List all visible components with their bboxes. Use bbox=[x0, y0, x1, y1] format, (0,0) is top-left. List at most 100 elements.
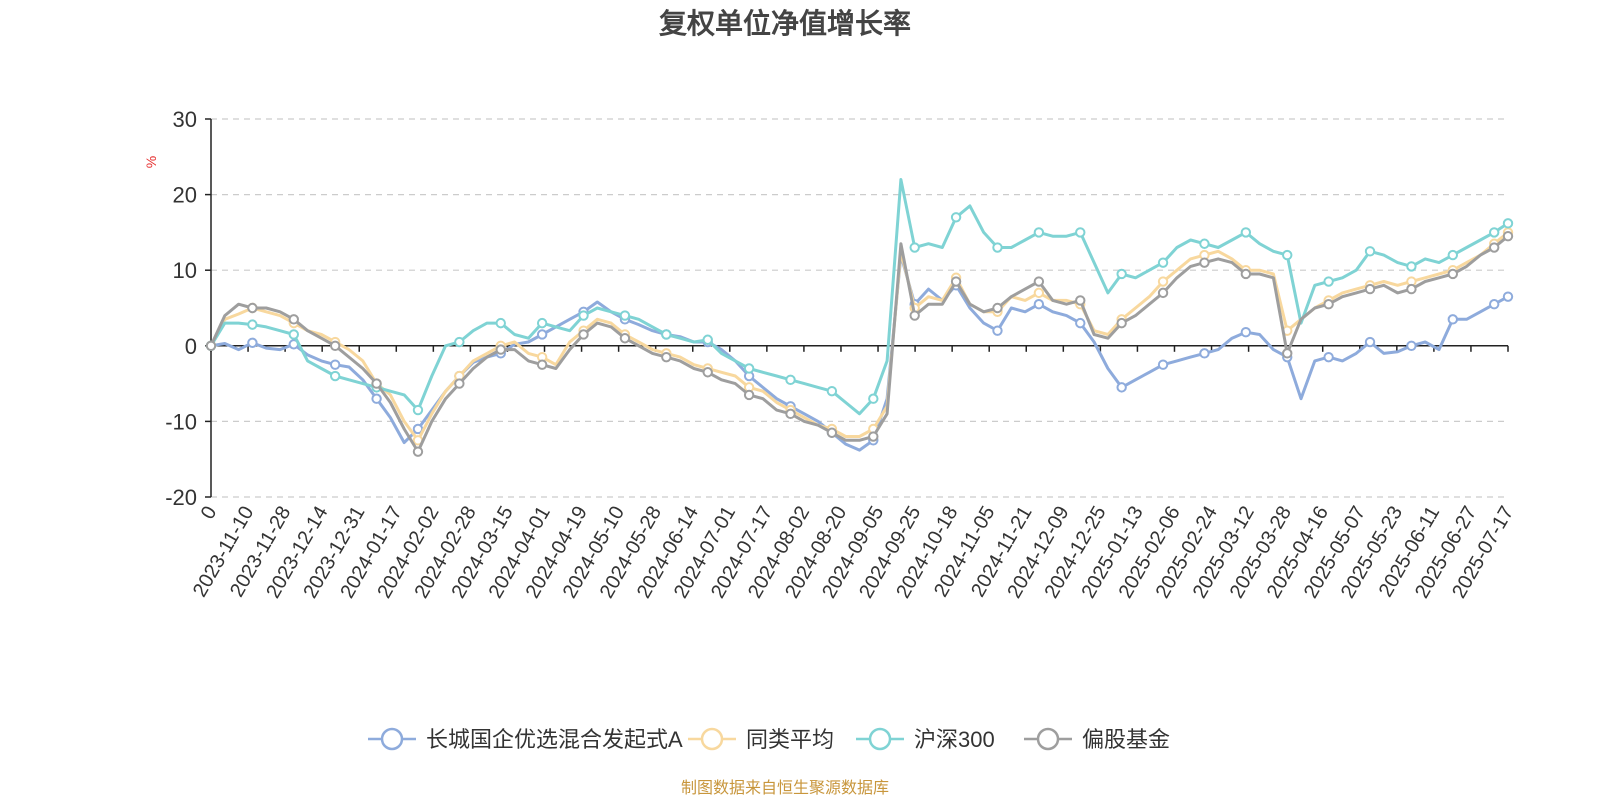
data-point bbox=[909, 310, 920, 321]
series-line-1 bbox=[210, 253, 1509, 452]
data-point bbox=[1406, 340, 1417, 351]
chart-title: 复权单位净值增长率 bbox=[659, 7, 911, 39]
data-point bbox=[1240, 326, 1252, 338]
data-point bbox=[578, 329, 589, 340]
x-tick-label: 0 bbox=[197, 503, 222, 524]
data-point bbox=[454, 336, 465, 348]
data-point bbox=[412, 446, 424, 457]
data-point bbox=[1157, 287, 1169, 299]
data-point bbox=[536, 329, 548, 340]
data-point bbox=[1075, 317, 1086, 329]
data-point bbox=[826, 385, 838, 397]
data-point bbox=[1447, 314, 1459, 325]
y-tick-label: 20 bbox=[173, 183, 197, 208]
data-point bbox=[495, 317, 506, 329]
data-point bbox=[288, 314, 299, 325]
data-point bbox=[1199, 257, 1210, 268]
data-point bbox=[1406, 261, 1417, 272]
data-point bbox=[247, 302, 258, 314]
data-source-note: 制图数据来自恒生聚源数据库 bbox=[681, 779, 889, 797]
data-point bbox=[1240, 227, 1252, 238]
data-point bbox=[1075, 295, 1086, 306]
data-point bbox=[371, 393, 382, 404]
legend-item-4[interactable]: 偏股基金 bbox=[1024, 727, 1170, 752]
data-point bbox=[329, 370, 341, 382]
data-point bbox=[371, 378, 382, 389]
y-tick-label: 10 bbox=[173, 258, 197, 283]
data-point bbox=[205, 340, 217, 351]
legend-item-3[interactable]: 沪深300 bbox=[856, 727, 995, 752]
series-lines bbox=[205, 178, 1514, 457]
data-point bbox=[868, 393, 879, 404]
data-point bbox=[1406, 283, 1417, 295]
data-point bbox=[992, 302, 1003, 314]
data-point bbox=[412, 423, 424, 435]
data-point bbox=[661, 351, 672, 363]
data-point bbox=[661, 329, 672, 340]
data-point bbox=[1199, 238, 1210, 249]
y-tick-label: 0 bbox=[185, 334, 197, 359]
data-point bbox=[1489, 242, 1500, 253]
data-point bbox=[1502, 218, 1514, 229]
data-point bbox=[1364, 283, 1376, 295]
data-point bbox=[1116, 268, 1127, 280]
y-tick-label: -20 bbox=[165, 485, 197, 510]
data-point bbox=[1447, 268, 1459, 280]
legend-label: 沪深300 bbox=[914, 727, 995, 752]
legend-label: 偏股基金 bbox=[1082, 727, 1170, 752]
data-point bbox=[992, 325, 1003, 336]
data-point bbox=[1033, 299, 1045, 310]
legend-label: 长城国企优选混合发起式A bbox=[426, 727, 683, 752]
data-point bbox=[1323, 351, 1334, 363]
y-tick-label: -10 bbox=[165, 409, 197, 434]
axes: -20-10010203002023-11-102023-11-282023-1… bbox=[165, 107, 1518, 602]
data-point bbox=[1075, 227, 1086, 238]
data-point bbox=[1282, 249, 1293, 261]
legend[interactable]: 长城国企优选混合发起式A 同类平均 沪深300 偏股基金 bbox=[368, 727, 1170, 752]
data-point bbox=[992, 242, 1003, 253]
data-point bbox=[247, 337, 258, 348]
data-point bbox=[785, 374, 796, 386]
series-line-2 bbox=[209, 231, 1509, 442]
data-point bbox=[950, 212, 962, 223]
series-line-4 bbox=[209, 235, 1509, 454]
data-point bbox=[1116, 382, 1127, 393]
data-point bbox=[1033, 276, 1045, 287]
data-point bbox=[1157, 257, 1169, 268]
data-point bbox=[702, 334, 713, 345]
data-point bbox=[454, 378, 465, 389]
data-point bbox=[536, 317, 548, 329]
data-point bbox=[1116, 317, 1127, 329]
data-point bbox=[950, 276, 962, 287]
y-tick-label: 30 bbox=[173, 107, 197, 132]
data-point bbox=[247, 319, 258, 330]
data-point bbox=[826, 427, 838, 438]
data-point bbox=[578, 310, 589, 321]
y-axis-unit: % bbox=[143, 156, 159, 168]
data-point bbox=[1282, 348, 1293, 359]
data-point bbox=[743, 363, 755, 374]
data-point bbox=[1033, 287, 1045, 299]
data-point bbox=[1489, 299, 1500, 310]
data-point bbox=[329, 340, 341, 351]
data-point bbox=[1323, 276, 1334, 287]
legend-item-2[interactable]: 同类平均 bbox=[688, 727, 834, 752]
data-point bbox=[1157, 276, 1169, 287]
data-point bbox=[702, 367, 713, 378]
legend-item-1[interactable]: 长城国企优选混合发起式A bbox=[368, 727, 683, 752]
data-point bbox=[1502, 230, 1514, 242]
data-point bbox=[1364, 246, 1376, 257]
data-point bbox=[1364, 336, 1376, 348]
data-point bbox=[1157, 359, 1169, 370]
data-point bbox=[909, 242, 920, 253]
legend-circle-icon bbox=[1036, 727, 1060, 751]
data-point bbox=[1489, 227, 1500, 238]
data-point bbox=[1502, 291, 1514, 302]
data-point bbox=[1323, 299, 1334, 310]
data-point bbox=[1033, 227, 1045, 238]
data-point bbox=[329, 359, 341, 370]
data-point bbox=[619, 310, 631, 321]
data-point bbox=[868, 431, 879, 442]
